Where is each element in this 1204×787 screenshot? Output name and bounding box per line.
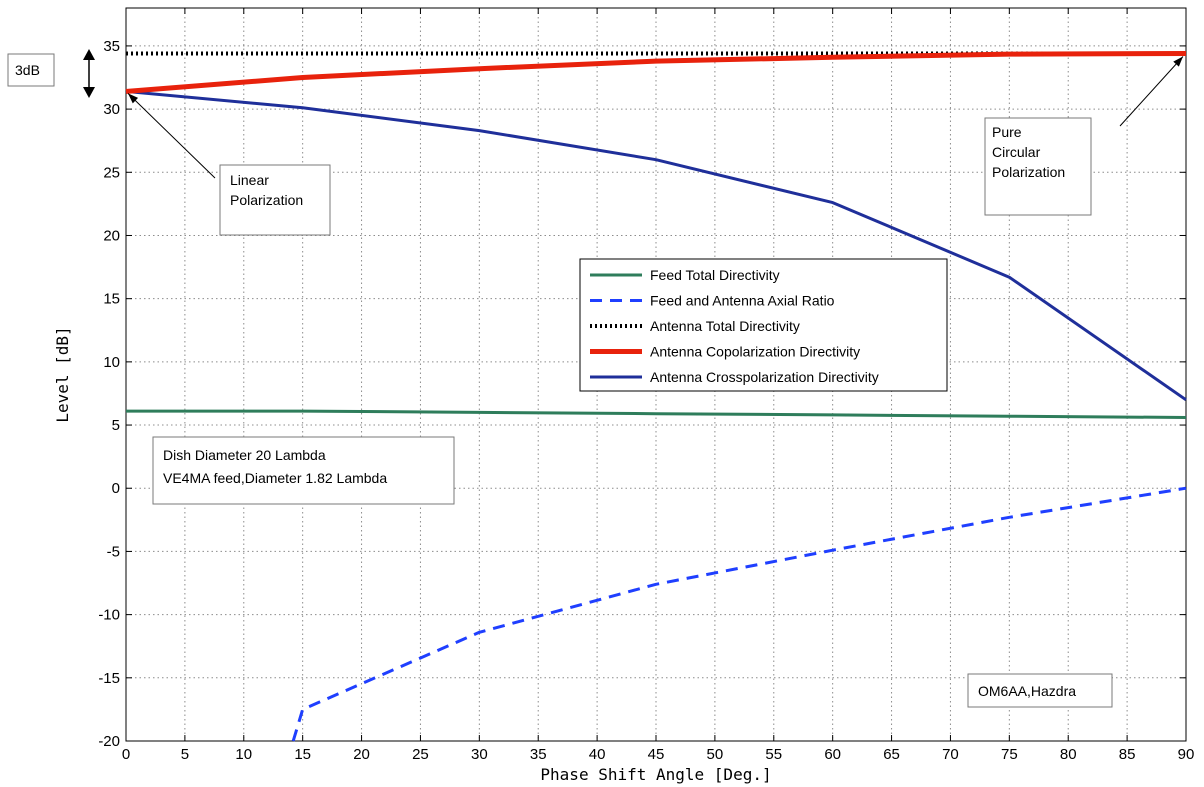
x-tick-label: 40 [589, 746, 606, 763]
legend: Feed Total Directivity Feed and Antenna A… [579, 258, 948, 392]
circular-polarization-arrow-head [1173, 56, 1183, 67]
series-lines [125, 51, 1187, 742]
linear-polarization-annotation-text: Linear [230, 172, 269, 188]
y-tick-label: 10 [103, 354, 120, 371]
x-tick-label: 25 [412, 746, 429, 763]
three-db-arrow-head-down [83, 87, 95, 98]
x-tick-label: 30 [471, 746, 488, 763]
series-line-1 [291, 486, 1187, 742]
x-tick-label: 35 [530, 746, 547, 763]
y-axis-label: Level [dB] [53, 326, 72, 422]
circular-polarization-annotation-text: Pure [992, 124, 1022, 140]
y-tick-label: 0 [112, 480, 120, 497]
x-tick-label: 90 [1178, 746, 1195, 763]
y-tick-label: 35 [103, 38, 120, 55]
series-line-0 [126, 409, 1187, 419]
legend-entry-label: Antenna Copolarization Directivity [650, 344, 860, 360]
annotations: Linear Polarization Pure Circular Polarizati… [7, 49, 1184, 708]
x-tick-label: 55 [765, 746, 782, 763]
dish-annotation-text: Dish Diameter 20 Lambda [163, 447, 326, 463]
three-db-annotation-text: 3dB [15, 62, 40, 78]
x-tick-label: 20 [353, 746, 370, 763]
x-axis-label: Phase Shift Angle [Deg.] [540, 765, 771, 784]
circular-polarization-annotation-text: Polarization [992, 164, 1065, 180]
linear-polarization-annotation-box [219, 164, 331, 236]
x-tick-label: 5 [181, 746, 189, 763]
linear-polarization-arrow [127, 93, 216, 179]
circular-polarization-arrow [1119, 56, 1184, 127]
linear-polarization-arrow-head [128, 93, 139, 104]
x-tick-label: 45 [648, 746, 665, 763]
y-tick-label: 15 [103, 291, 120, 308]
legend-entry-label: Antenna Crosspolarization Directivity [650, 369, 879, 385]
x-tick-label: 80 [1060, 746, 1077, 763]
x-tick-label: 75 [1001, 746, 1018, 763]
y-tick-label: -10 [98, 607, 120, 624]
series-line-4 [125, 89, 1187, 402]
x-tick-label: 85 [1119, 746, 1136, 763]
dish-annotation-text: VE4MA feed,Diameter 1.82 Lambda [163, 470, 387, 486]
y-tick-label: -15 [98, 670, 120, 687]
ticks: 0 5 10 15 20 25 30 35 40 45 50 55 60 65 70 75 80 85 90-20-… [98, 8, 1194, 763]
author-annotation-text: OM6AA,Hazdra [978, 683, 1076, 699]
three-db-arrow-head-up [83, 49, 95, 60]
x-tick-label: 15 [294, 746, 311, 763]
dish-annotation-box [152, 436, 455, 505]
y-tick-label: 5 [112, 417, 120, 434]
legend-entry-label: Antenna Total Directivity [650, 318, 800, 334]
three-db-annotation-box [7, 53, 55, 87]
author-annotation-box [967, 673, 1113, 708]
y-tick-label: 25 [103, 164, 120, 181]
circular-polarization-annotation-box [984, 117, 1092, 216]
x-tick-label: 60 [824, 746, 841, 763]
x-tick-label: 70 [942, 746, 959, 763]
series-line-3 [125, 51, 1187, 94]
x-tick-label: 50 [707, 746, 724, 763]
legend-entry-label: Feed and Antenna Axial Ratio [650, 293, 835, 309]
linear-polarization-annotation-text: Polarization [230, 192, 303, 208]
y-tick-label: 20 [103, 227, 120, 244]
y-tick-label: -20 [98, 733, 120, 750]
circular-polarization-annotation-text: Circular [992, 144, 1041, 160]
x-tick-label: 10 [235, 746, 252, 763]
y-tick-label: -5 [107, 543, 120, 560]
y-tick-label: 30 [103, 101, 120, 118]
x-tick-label: 65 [883, 746, 900, 763]
legend-entry-label: Feed Total Directivity [650, 267, 780, 283]
x-tick-label: 0 [122, 746, 130, 763]
